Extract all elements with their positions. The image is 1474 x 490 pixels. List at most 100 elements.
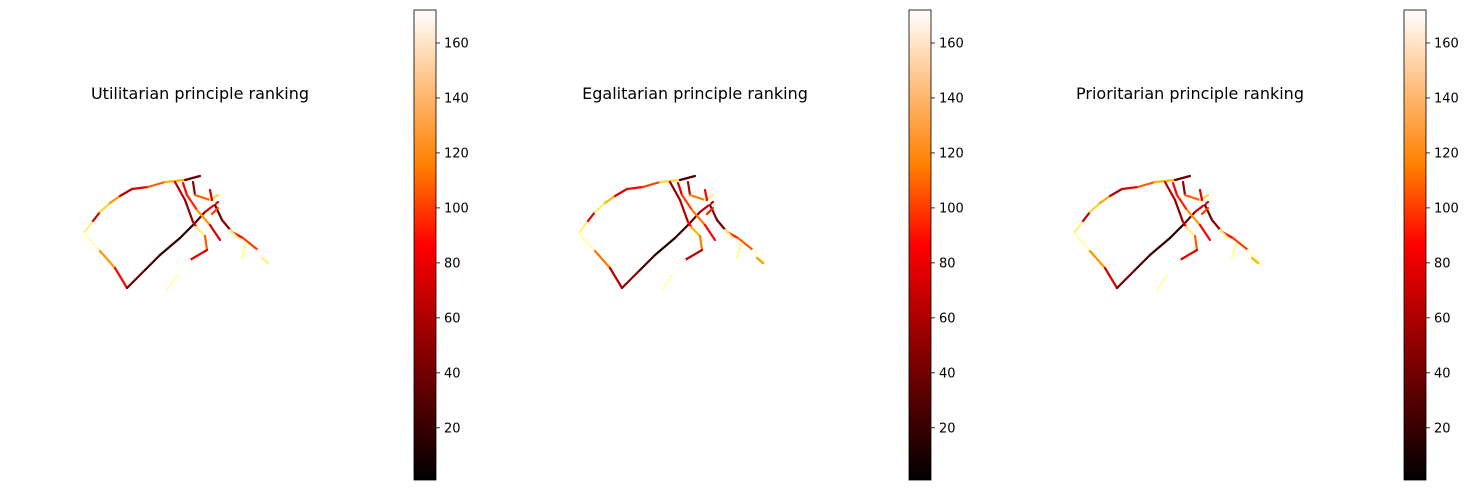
road-segment (118, 187, 134, 198)
road-network-map (82, 174, 274, 292)
road-segment (660, 273, 674, 292)
road-segment (1182, 210, 1197, 226)
road-segment (82, 219, 95, 235)
colorbar-tick-label: 120 (939, 146, 964, 161)
road-segment (260, 256, 270, 265)
road-segment (1175, 193, 1189, 212)
road-segment (736, 236, 755, 252)
road-segment (1072, 231, 1092, 253)
road-segment (723, 228, 735, 240)
road-segment (678, 174, 697, 182)
road-segment (1165, 258, 1182, 277)
colorbar-gradient (909, 10, 931, 480)
panel-egalitarian: Egalitarian principle ranking 20 40 60 80 10… (577, 9, 964, 481)
road-segment (82, 231, 102, 253)
road-segment (683, 248, 704, 262)
road-segment (192, 210, 207, 226)
colorbar-frame (1403, 9, 1427, 481)
road-segment (98, 201, 112, 214)
colorbar-gradient (414, 10, 436, 480)
road-segment (1181, 180, 1187, 197)
road-segment (194, 225, 207, 238)
road-segment (698, 186, 712, 207)
road-segment (1193, 234, 1199, 252)
road-segment (676, 181, 684, 197)
road-segment (755, 256, 765, 265)
road-segment (1171, 181, 1179, 197)
road-segment (1081, 210, 1092, 223)
road-segment (1168, 222, 1186, 240)
road-segment (208, 223, 222, 242)
road-segment (1200, 206, 1210, 216)
road-segment (1115, 268, 1137, 290)
road-segment (690, 208, 707, 227)
road-segment (625, 185, 645, 191)
road-network-map (1072, 174, 1264, 292)
road-segment (1136, 180, 1157, 189)
road-segment (165, 273, 179, 292)
panel-utilitarian: Utilitarian principle ranking 20 40 60 80 10… (82, 9, 469, 481)
road-segment (687, 210, 702, 226)
colorbar-tick-label: 140 (444, 91, 469, 106)
road-segment (678, 198, 690, 224)
road-segment (698, 200, 715, 214)
colorbar-tick-label: 80 (1434, 256, 1451, 271)
colorbar-tick-label: 20 (939, 421, 956, 436)
road-segment (577, 219, 590, 235)
road-segment (1120, 185, 1140, 191)
road-segment (228, 228, 240, 240)
road-segment (638, 253, 657, 272)
road-segment (185, 193, 199, 212)
road-segment (241, 236, 260, 252)
road-segment (603, 194, 617, 205)
road-segment (203, 186, 217, 207)
road-segment (1108, 187, 1124, 198)
road-segment (191, 180, 197, 197)
road-segment (1183, 193, 1202, 202)
road-segment (210, 206, 220, 216)
colorbar-tick-label: 120 (1434, 146, 1459, 161)
colorbar-tick-label: 160 (1434, 36, 1459, 51)
panel-title: Egalitarian principle ranking (582, 84, 808, 103)
panel-prioritarian: Prioritarian principle ranking 20 40 60 80 1… (1072, 9, 1459, 481)
road-segment (146, 180, 167, 189)
colorbar-tick-label: 80 (939, 256, 956, 271)
road-segment (181, 181, 189, 197)
road-segment (183, 174, 202, 182)
road-segment (613, 187, 629, 198)
road-segment (1231, 236, 1250, 252)
road-segment (1163, 180, 1177, 202)
road-segment (1173, 174, 1192, 182)
colorbar-tick-label: 20 (1434, 421, 1451, 436)
road-segment (688, 193, 707, 202)
colorbar-tick-label: 40 (444, 366, 461, 381)
road-segment (183, 198, 195, 224)
road-segment (240, 241, 248, 260)
road-segment (108, 194, 122, 205)
road-segment (703, 223, 717, 242)
road-segment (213, 203, 224, 222)
road-segment (1218, 228, 1230, 240)
road-segment (708, 203, 719, 222)
road-segment (143, 253, 162, 272)
road-segment (1198, 188, 1204, 202)
colorbar: 20 40 60 80 100 120 140 160 (413, 9, 469, 481)
colorbar: 20 40 60 80 100 120 140 160 (1403, 9, 1459, 481)
road-segment (1133, 253, 1152, 272)
colorbar-tick-label: 100 (1434, 201, 1459, 216)
colorbar-tick-label: 140 (1434, 91, 1459, 106)
road-segment (1250, 256, 1260, 265)
road-segment (689, 225, 702, 238)
road-segment (653, 236, 677, 257)
colorbar-tick-label: 60 (1434, 311, 1451, 326)
colorbar-tick-label: 100 (444, 201, 469, 216)
road-segment (130, 185, 150, 191)
colorbar-tick-label: 160 (939, 36, 964, 51)
road-segment (705, 206, 715, 216)
road-segment (1173, 198, 1185, 224)
colorbar-frame (413, 9, 437, 481)
road-segment (195, 208, 212, 227)
road-segment (1088, 249, 1107, 270)
colorbar-tick-label: 40 (1434, 366, 1451, 381)
road-segment (1193, 200, 1210, 214)
